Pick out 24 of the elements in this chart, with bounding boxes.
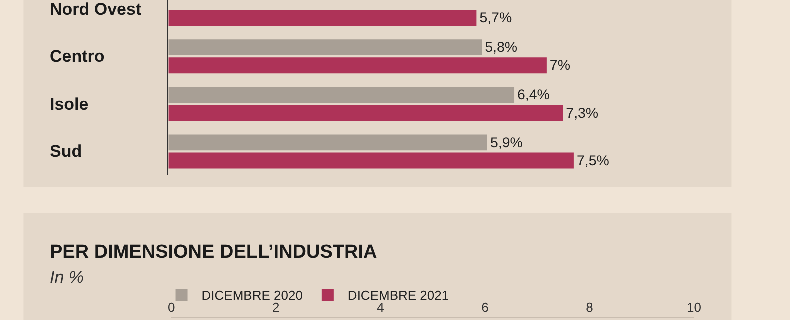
data-label: 5,9% (490, 135, 524, 152)
data-label: 5,7% (480, 10, 512, 27)
x-tick-label: 8 (586, 300, 594, 315)
bar (168, 105, 564, 122)
data-label: 5,8% (485, 40, 518, 56)
chart-subtitle: In % (50, 268, 84, 287)
data-label: 7,5% (576, 153, 610, 170)
y-tick-label: Centro (50, 47, 105, 66)
y-tick-label: Nord Ovest (50, 0, 142, 19)
x-tick-label: 6 (482, 300, 489, 315)
bar (168, 10, 477, 26)
bar (168, 87, 515, 104)
data-label: 7,3% (566, 106, 599, 122)
data-label: 7% (550, 58, 571, 74)
bar (168, 152, 574, 169)
x-tick-label: 0 (168, 300, 176, 315)
chart-title: PER DIMENSIONE DELL’INDUSTRIA (50, 242, 378, 263)
bar (168, 40, 482, 56)
y-tick-label: Sud (50, 142, 82, 161)
y-tick-label: Isole (50, 95, 89, 114)
bar (168, 58, 547, 74)
data-label: 6,4% (518, 88, 550, 104)
x-tick-label: 10 (687, 300, 702, 315)
bar (168, 134, 488, 151)
